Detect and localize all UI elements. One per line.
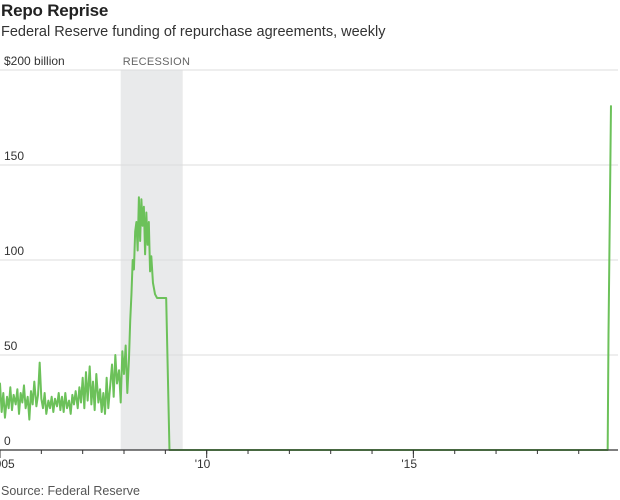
y-tick-label: 150 xyxy=(4,149,24,163)
x-tick-label: 2005 xyxy=(0,457,15,471)
chart-source: Source: Federal Reserve xyxy=(1,484,140,498)
y-tick-label: $200 billion xyxy=(4,54,65,68)
x-tick-label: '15 xyxy=(401,457,417,471)
chart-subtitle: Federal Reserve funding of repurchase ag… xyxy=(1,24,386,40)
x-tick-label: '10 xyxy=(195,457,211,471)
chart-title: Repo Reprise xyxy=(1,1,109,20)
y-tick-label: 100 xyxy=(4,244,24,258)
series-line-0 xyxy=(0,105,612,451)
y-tick-label: 50 xyxy=(4,339,18,353)
y-tick-label: 0 xyxy=(4,434,11,448)
recession-label: RECESSION xyxy=(123,56,191,68)
